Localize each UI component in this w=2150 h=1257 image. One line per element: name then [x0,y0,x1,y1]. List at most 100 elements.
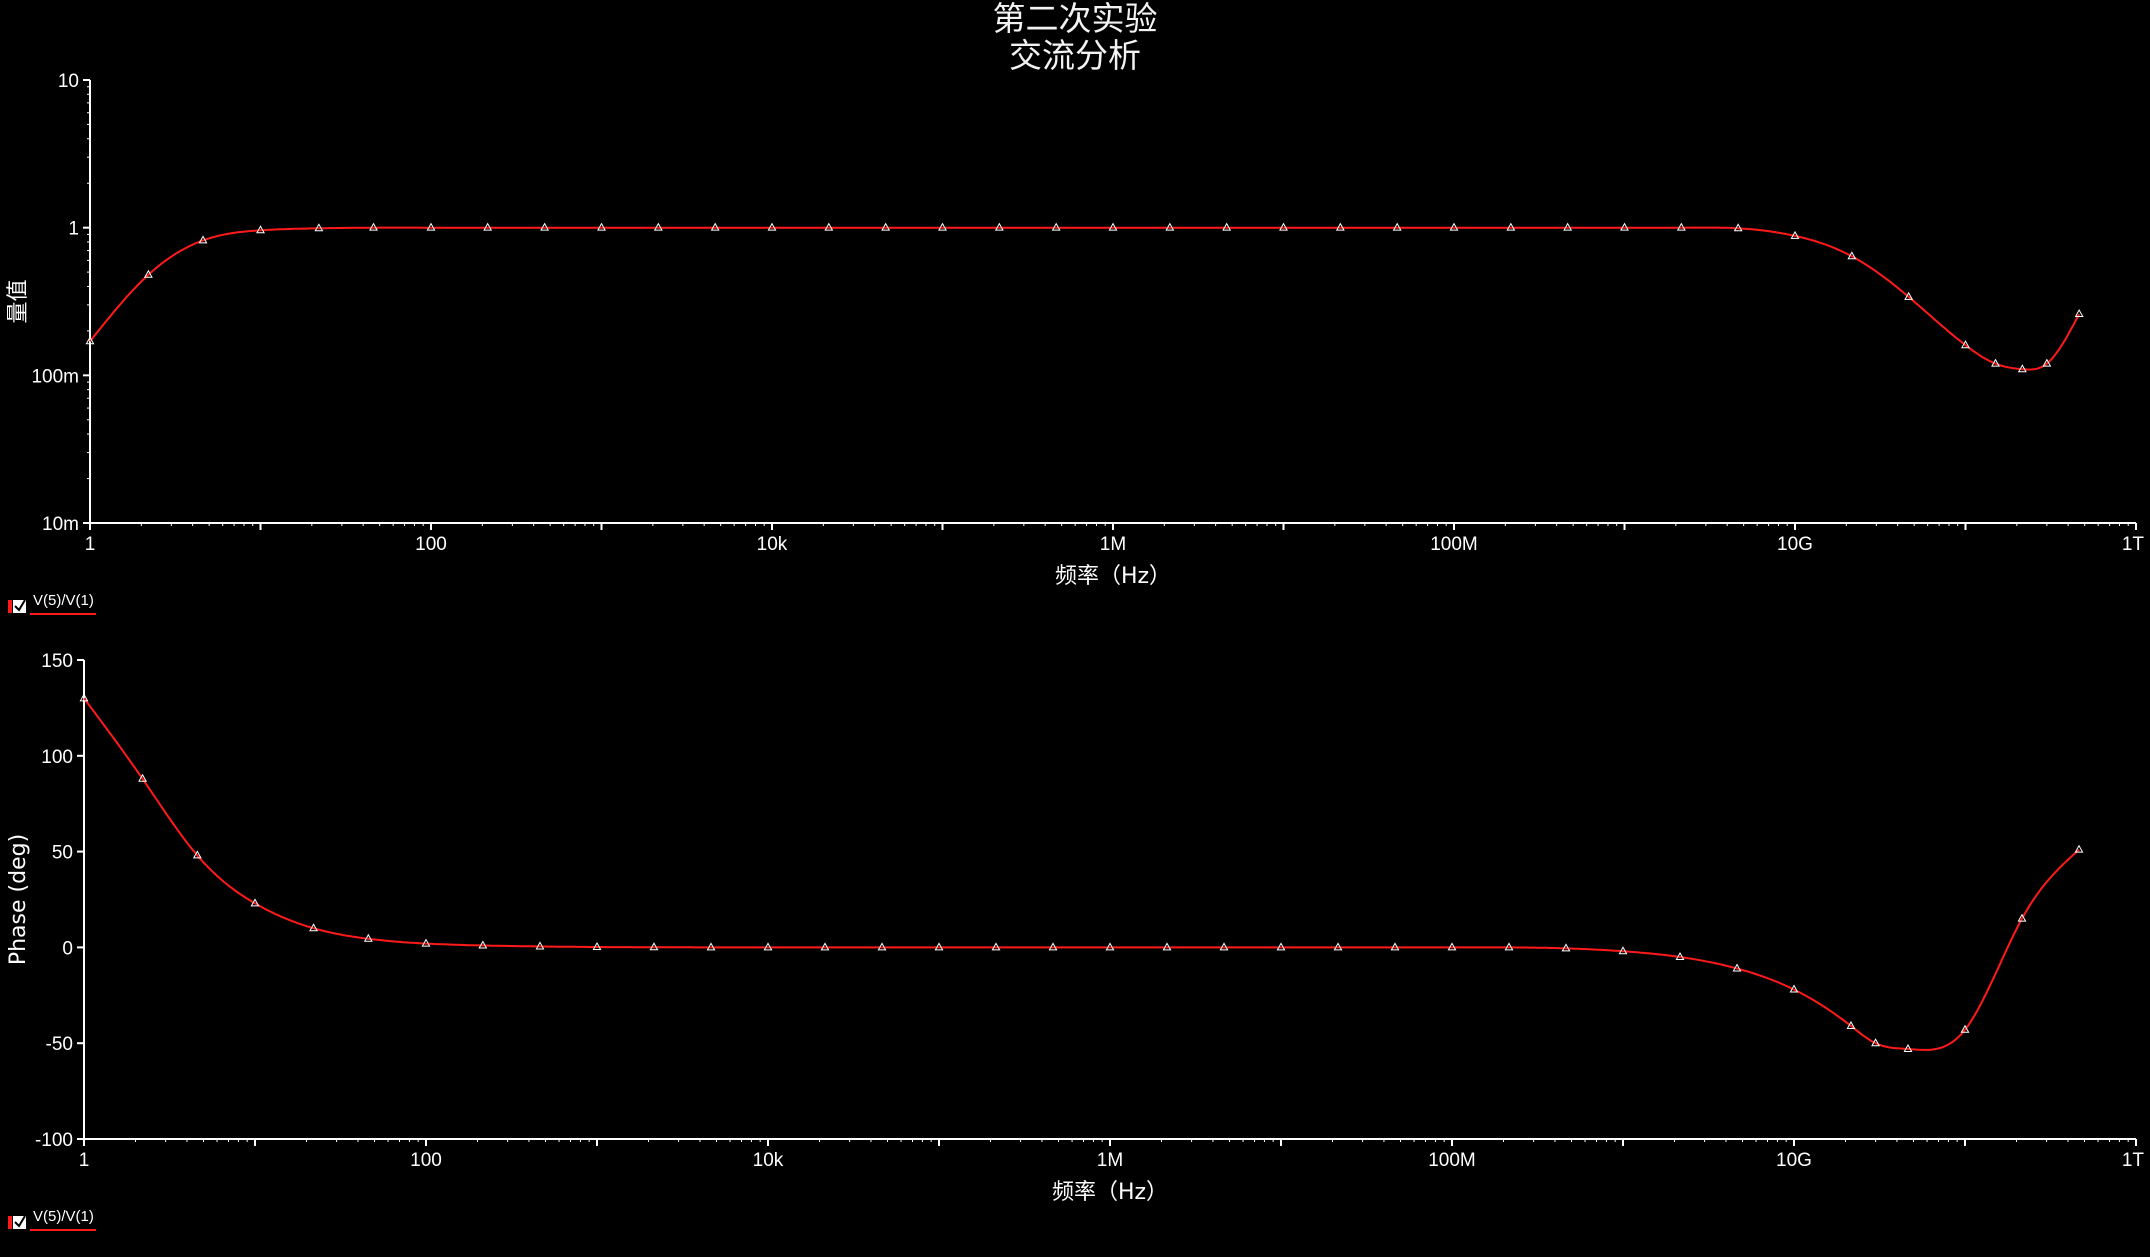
checkmark-icon [14,599,26,612]
data-point-marker [1506,222,1516,231]
data-point-marker [1335,222,1345,231]
data-point-marker [1447,942,1457,951]
data-point-marker [2074,309,2084,318]
data-point-marker [763,942,773,951]
data-point-marker [2017,364,2027,373]
data-point-marker [592,941,602,951]
phase-panel: 1 100 10k 1M 100M 10G 1T 150 100 50 0 -50 -100 频率（Hz）… [6,651,2144,1231]
data-point-marker [877,942,887,951]
data-point-marker [881,222,891,231]
x-tick-label: 10G [1776,1150,1812,1171]
legend: V(5)/V(1) [8,1208,96,1231]
legend: V(5)/V(1) [8,592,96,615]
y-tick-label: 50 [52,843,73,864]
data-point-marker [314,223,324,232]
data-point-marker [1165,222,1175,231]
data-point-marker [1960,1024,1970,1033]
data-point-marker [1219,942,1229,951]
data-point-marker [1871,1038,1881,1047]
data-point-marker [1991,358,2000,367]
data-point-marker [256,225,265,234]
data-point-marker [309,923,319,932]
y-axis-title: Phase (deg) [6,834,31,965]
data-point-marker [994,222,1004,231]
data-point-marker [649,942,659,951]
y-tick-label: 10 [58,71,79,92]
y-tick-label: 10m [42,514,79,535]
x-tick-label: 1T [2122,534,2145,555]
x-tick-label: 100 [410,1150,442,1171]
data-point-marker [824,222,834,231]
chart-subtitle: 交流分析 [1009,36,1141,75]
magnitude-panel: 1 100 10k 1M 100M 10G 1T 10 1 100m 10m 频率（Hz） 量值 V(5)… [6,71,2145,615]
data-point-marker [1620,222,1629,231]
x-tick-label: 1 [79,1150,90,1171]
x-tick-label: 1M [1097,1150,1123,1171]
y-tick-label: -50 [46,1034,73,1055]
data-point-marker [369,222,378,231]
x-tick-label: 100 [415,534,447,555]
x-tick-label: 1 [85,534,96,555]
data-point-marker [1390,942,1400,951]
data-point-marker [1392,222,1402,231]
data-point-marker [535,941,545,950]
data-point-marker [1276,942,1286,951]
data-point-marker [1732,963,1742,972]
data-point-marker [767,222,777,231]
checkmark-icon [14,1215,26,1228]
data-point-marker [1561,943,1571,952]
x-axis-title: 频率（Hz） [1052,1180,1168,1205]
data-point-marker [85,336,95,345]
data-point-marker [483,222,493,231]
data-point-marker [138,773,148,782]
x-tick-label: 10k [757,534,788,555]
data-point-marker [1279,222,1288,231]
data-point-marker [938,222,947,231]
data-point-marker [1504,942,1514,951]
y-tick-label: 100 [41,747,73,768]
data-point-marker [540,222,550,231]
data-point-marker [1048,942,1058,951]
legend-color-swatch [8,1216,12,1229]
data-point-marker [2074,844,2084,853]
chart-title-block: 第二次实验 交流分析 [0,0,2150,74]
data-point-marker [1903,1043,1913,1052]
data-point-marker [706,942,716,951]
legend-label: V(5)/V(1) [33,1208,94,1225]
data-point-marker [1789,984,1799,993]
x-tick-label: 1M [1100,534,1126,555]
data-point-marker [1618,946,1628,955]
data-point-marker [2042,358,2052,367]
data-point-marker [934,942,944,951]
y-axis-title: 量值 [6,279,31,323]
data-point-marker [250,898,260,907]
data-point-marker [1105,942,1115,951]
chart-title: 第二次实验 [992,0,1158,38]
data-point-marker [597,222,606,231]
data-point-marker [478,940,488,949]
data-point-marker [1051,222,1061,231]
x-tick-label: 10G [1777,534,1813,555]
data-point-marker [710,222,720,231]
y-tick-label: -100 [35,1130,73,1151]
data-point-marker [1961,340,1970,349]
data-point-marker [991,942,1001,951]
data-point-marker [1676,222,1686,231]
y-tick-label: 1 [68,219,79,240]
data-point-marker [1333,942,1343,951]
data-point-marker [192,850,202,859]
data-point-marker [653,222,663,231]
data-point-marker [426,222,436,231]
data-point-marker [1733,223,1743,232]
data-point-marker [1846,1020,1856,1029]
legend-color-swatch [8,600,12,613]
y-tick-label: 100m [31,366,79,387]
y-tick-label: 150 [41,651,73,672]
series-line [89,226,2081,371]
data-point-marker [1790,230,1800,239]
data-point-marker [1108,222,1118,231]
data-point-marker [1563,222,1573,231]
data-point-marker [1162,942,1172,951]
data-point-marker [143,269,153,278]
